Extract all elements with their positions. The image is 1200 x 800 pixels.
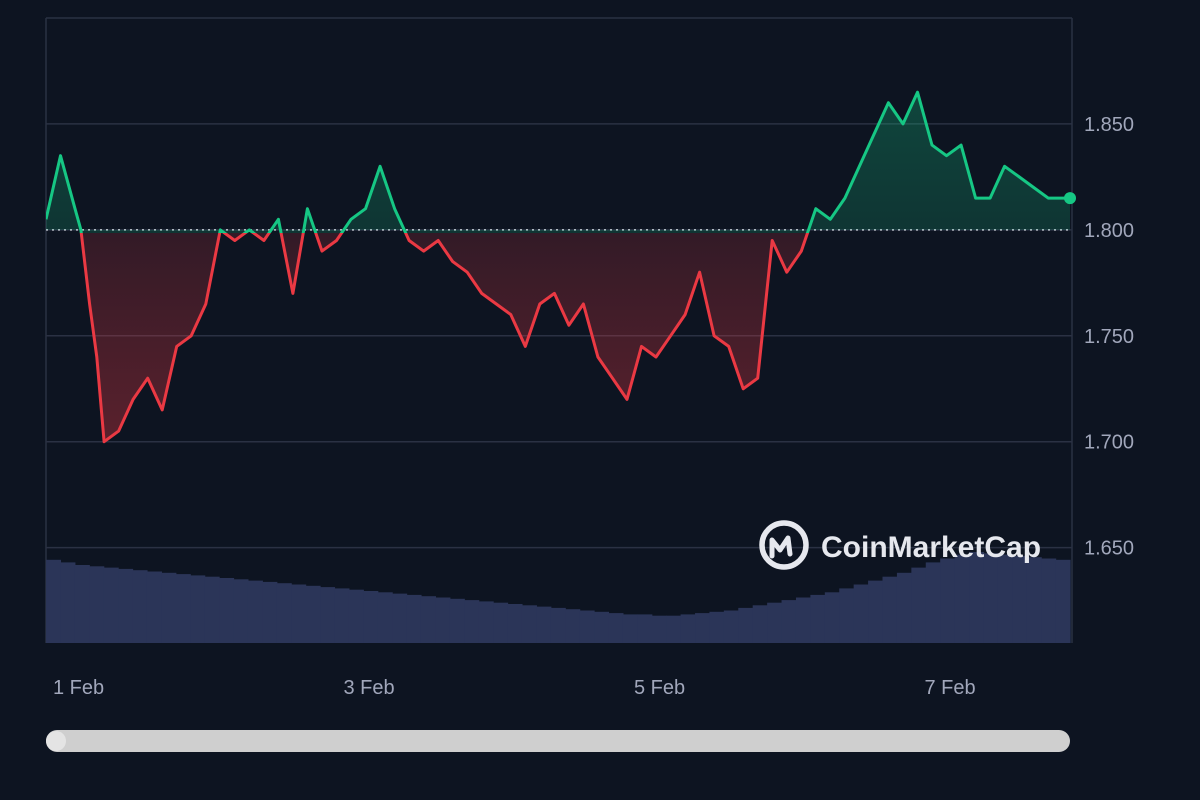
volume-bars — [46, 552, 1071, 643]
scrollbar-handle[interactable] — [46, 731, 66, 751]
volume-bar — [291, 584, 307, 643]
volume-bar — [406, 594, 422, 643]
volume-bar — [666, 615, 682, 643]
volume-bar — [60, 562, 76, 643]
volume-bar — [608, 613, 624, 643]
volume-bar — [954, 554, 970, 643]
volume-bar — [767, 602, 783, 643]
volume-bar — [247, 580, 263, 643]
x-tick-label: 3 Feb — [343, 677, 394, 699]
y-tick-label: 1.750 — [1084, 326, 1134, 348]
coinmarketcap-logo-icon — [759, 520, 809, 570]
volume-bar — [853, 584, 869, 643]
volume-bar — [911, 567, 927, 643]
volume-bar — [940, 558, 956, 643]
volume-bar — [89, 566, 105, 643]
volume-bar — [723, 610, 739, 643]
volume-bar — [449, 598, 465, 643]
price-area — [46, 92, 1070, 442]
volume-bar — [146, 571, 162, 643]
volume-bar — [204, 576, 220, 643]
volume-bar — [276, 583, 292, 643]
price-line — [46, 90, 1070, 444]
volume-bar — [320, 587, 336, 643]
volume-bar — [118, 568, 134, 643]
volume-bar — [435, 597, 451, 643]
x-tick-label: 7 Feb — [924, 677, 975, 699]
volume-bar — [103, 567, 119, 643]
x-axis-labels: 1 Feb 3 Feb 5 Feb 7 Feb — [53, 677, 976, 699]
volume-bar — [550, 607, 566, 643]
volume-bar — [190, 575, 206, 643]
volume-bar — [969, 552, 985, 643]
coinmarketcap-watermark: CoinMarketCap — [759, 520, 1041, 570]
volume-bar — [868, 580, 884, 643]
volume-bar — [305, 585, 321, 643]
volume-bar — [1055, 559, 1071, 643]
volume-bar — [637, 614, 653, 643]
volume-bar — [161, 572, 177, 643]
volume-bar — [651, 615, 667, 643]
volume-bar — [478, 601, 494, 643]
volume-bar — [680, 614, 696, 643]
y-tick-label: 1.850 — [1084, 114, 1134, 136]
volume-bar — [810, 594, 826, 643]
price-line-down — [79, 233, 810, 444]
volume-bar — [752, 605, 768, 643]
volume-bar — [781, 600, 797, 643]
volume-bar — [536, 606, 552, 643]
volume-bar — [622, 614, 638, 643]
volume-bar — [521, 605, 537, 643]
volume-bar — [997, 554, 1013, 643]
volume-bar — [175, 574, 191, 643]
range-scrollbar[interactable] — [46, 730, 1070, 752]
volume-bar — [1041, 558, 1057, 643]
volume-bar — [420, 596, 437, 643]
volume-bar — [74, 565, 90, 643]
area-above-baseline — [46, 92, 1070, 233]
volume-bar — [795, 597, 811, 643]
volume-bar — [334, 588, 350, 643]
volume-bar — [824, 592, 840, 643]
volume-bar — [493, 602, 509, 643]
last-price-marker[interactable] — [1064, 192, 1076, 205]
volume-bar — [839, 588, 855, 643]
y-tick-label: 1.700 — [1084, 432, 1134, 454]
volume-bar — [738, 607, 754, 643]
y-axis-labels: 1.650 1.700 1.750 1.800 1.850 — [1084, 114, 1134, 560]
volume-bar — [219, 578, 235, 643]
volume-bar — [233, 579, 249, 643]
y-tick-label: 1.800 — [1084, 220, 1134, 242]
volume-bar — [464, 600, 480, 643]
volume-bar — [1012, 555, 1028, 643]
volume-bar — [709, 611, 725, 643]
watermark-text: CoinMarketCap — [821, 531, 1041, 564]
volume-bar — [896, 572, 912, 643]
volume-bar — [46, 559, 62, 643]
volume-bar — [579, 610, 595, 643]
x-tick-label: 1 Feb — [53, 677, 104, 699]
volume-bar — [262, 581, 278, 643]
volume-bar — [377, 592, 393, 643]
volume-bar — [507, 604, 523, 643]
x-tick-label: 5 Feb — [634, 677, 685, 699]
y-tick-label: 1.650 — [1084, 538, 1134, 560]
volume-bar — [695, 613, 711, 643]
volume-bar — [983, 553, 999, 643]
volume-bar — [1026, 557, 1042, 643]
area-below-baseline — [81, 233, 808, 442]
volume-bar — [925, 562, 941, 643]
volume-bar — [348, 589, 364, 643]
volume-bar — [392, 593, 408, 643]
price-line-up — [46, 90, 1070, 233]
volume-bar — [132, 570, 148, 643]
volume-bar — [594, 611, 610, 643]
volume-bar — [565, 609, 581, 643]
volume-bar — [882, 576, 898, 643]
volume-bar — [363, 591, 379, 643]
